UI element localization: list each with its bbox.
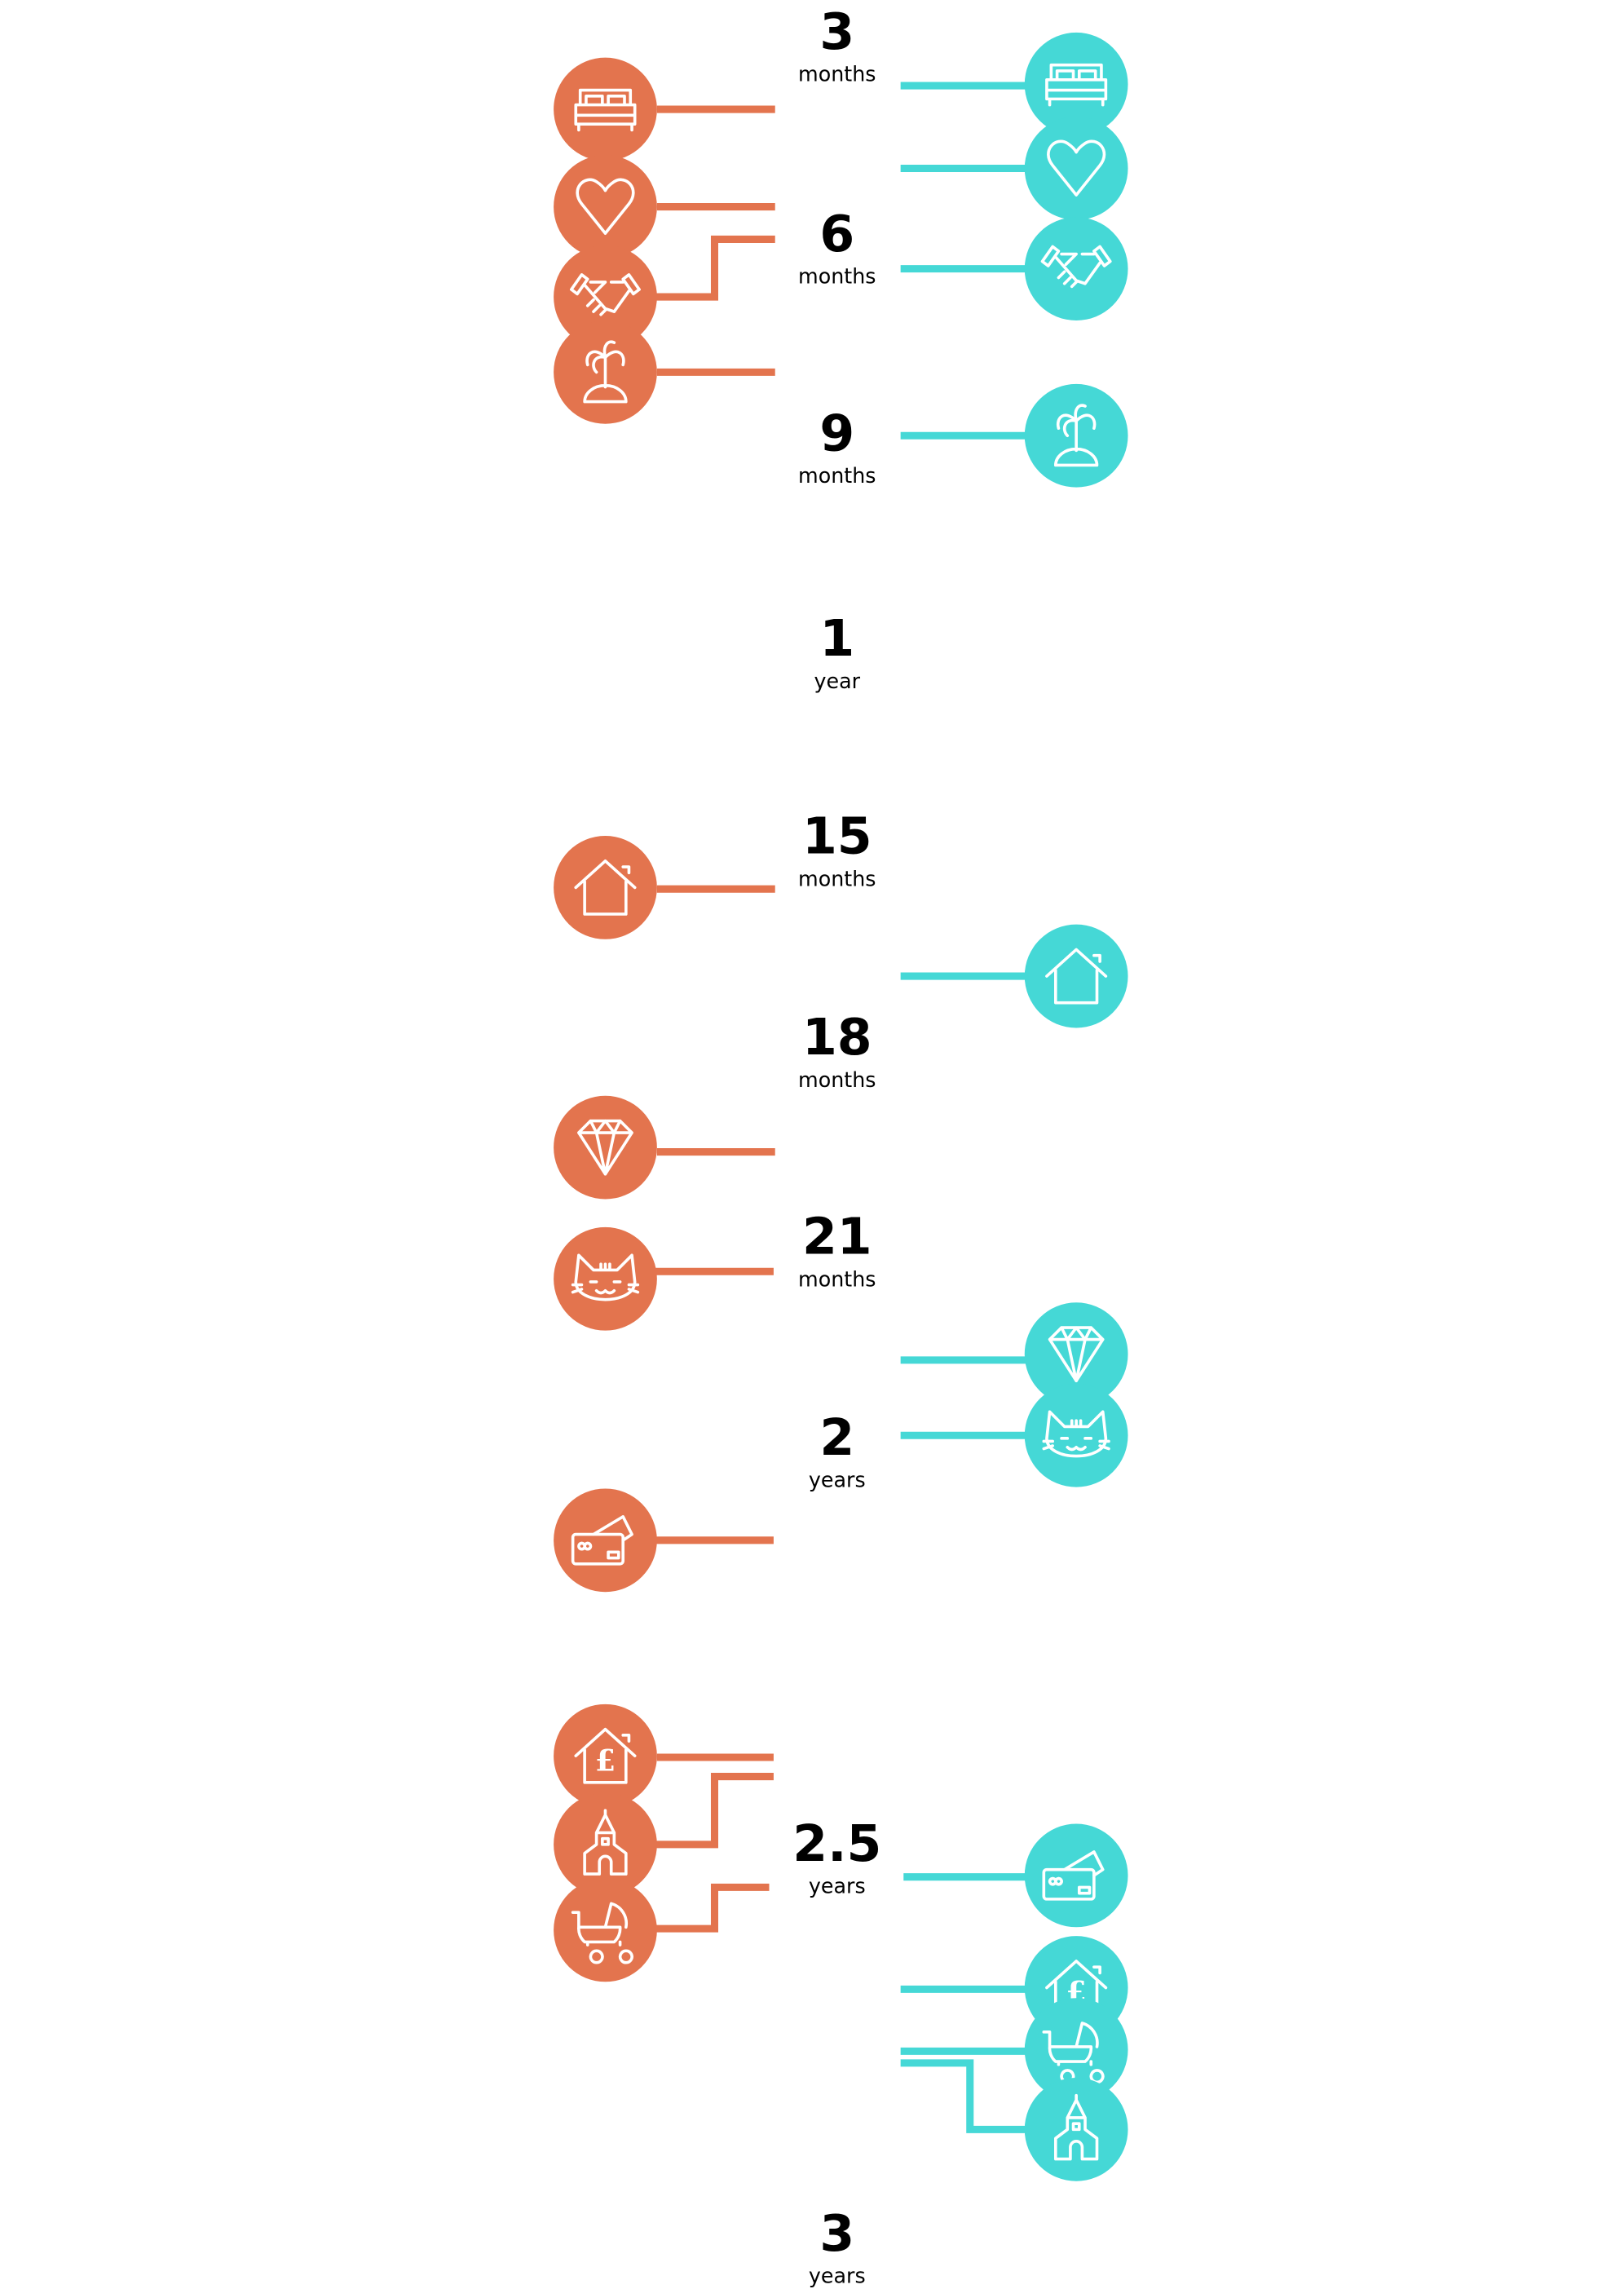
timeline-unit: months: [798, 264, 876, 289]
left-event-circle: [554, 245, 657, 349]
cat-icon: [571, 1253, 640, 1301]
left-connector-line: [649, 1883, 770, 1933]
timeline-value: 18: [802, 1008, 872, 1067]
diamond-icon: [1048, 1326, 1105, 1383]
pram-icon: [571, 1902, 633, 1964]
timeline-value: 21: [802, 1208, 872, 1266]
left-event-circle: [554, 1703, 657, 1808]
timeline-unit: months: [798, 463, 876, 488]
right-event-circle: [1024, 117, 1128, 220]
handshake-icon: [570, 273, 641, 316]
timeline-value: 6: [819, 205, 854, 263]
right-event-house: [1024, 924, 1128, 1028]
timeline-value: 2: [819, 1408, 854, 1467]
left-event-circle: [554, 1488, 657, 1593]
left-event-bed: [554, 57, 657, 161]
left-connector-line: [649, 235, 775, 301]
left-event-handshake: [554, 245, 657, 349]
timeline-value: 9: [819, 404, 854, 462]
timeline-unit: months: [798, 62, 876, 86]
left-event-house: [554, 836, 657, 939]
left-event-circle: [554, 1095, 657, 1200]
right-event-circle: [1024, 217, 1128, 321]
left-event-circle: [554, 155, 657, 259]
left-connector-line: [649, 1773, 774, 1849]
bed-icon: [574, 88, 637, 132]
timeline-labels: 3 months 6 months 9 months 1 year 15 mon…: [792, 2, 881, 2288]
right-event-heart: [1024, 117, 1128, 220]
left-event-circle: [554, 836, 657, 939]
timeline-value: 2.5: [792, 1814, 881, 1873]
heart-icon: [1047, 139, 1106, 197]
house-icon: [1045, 948, 1108, 1005]
left-event-circle: [554, 1226, 657, 1331]
left-event-circle: [554, 1878, 657, 1982]
timeline-unit: year: [814, 669, 861, 693]
left-event-heart: [554, 155, 657, 259]
right-event-handshake: [1024, 217, 1128, 321]
right-event-cat: [1024, 1383, 1128, 1487]
right-event-church: [1024, 2077, 1128, 2181]
left-event-diamond: [554, 1095, 657, 1200]
right-event-credit-card: [1024, 1823, 1128, 1928]
right-event-circle: [1024, 32, 1128, 136]
house-icon: [574, 859, 637, 916]
timeline-value: 1: [819, 609, 854, 668]
left-event-house-pound: £: [554, 1703, 657, 1808]
timeline-value: 3: [819, 2, 854, 61]
heart-icon: [576, 178, 635, 235]
house-pound-icon: [574, 1727, 637, 1784]
right-event-circle: [1024, 1823, 1128, 1928]
timeline-value: 15: [802, 807, 872, 866]
right-event-circle: [1024, 1302, 1128, 1407]
left-event-palm-island: [554, 320, 657, 424]
pound-sign: £: [595, 1743, 616, 1778]
timeline-value: 3: [819, 2204, 854, 2263]
connector-lines: [649, 82, 1034, 2133]
church-icon: [583, 1809, 628, 1876]
left-event-church: [554, 1792, 657, 1897]
palm-island-icon: [1053, 404, 1099, 467]
handshake-icon: [1040, 245, 1112, 289]
church-icon: [1053, 2093, 1099, 2161]
right-event-circle: [1024, 1383, 1128, 1487]
timeline-unit: years: [809, 2264, 866, 2288]
right-event-diamond: [1024, 1302, 1128, 1407]
right-connector-line: [900, 2059, 1034, 2133]
timeline-unit: months: [798, 867, 876, 891]
timeline-unit: months: [798, 1266, 876, 1291]
right-event-palm-island: [1024, 383, 1128, 488]
timeline-unit: years: [809, 1468, 866, 1492]
left-event-circle: [554, 57, 657, 161]
diamond-icon: [577, 1119, 633, 1176]
palm-island-icon: [583, 340, 628, 404]
timeline-unit: years: [809, 1874, 866, 1898]
left-event-credit-card: [554, 1488, 657, 1593]
timeline-unit: months: [798, 1067, 876, 1092]
bed-icon: [1045, 63, 1108, 107]
left-event-pram: [554, 1878, 657, 1982]
right-event-circle: [1024, 924, 1128, 1028]
left-event-cat: [554, 1226, 657, 1331]
right-event-pram: [1024, 1998, 1128, 2101]
cat-icon: [1042, 1410, 1110, 1458]
event-circles: ££: [554, 32, 1128, 2181]
credit-card-icon: [571, 1515, 633, 1566]
pram-icon: [1042, 2022, 1105, 2084]
credit-card-icon: [1042, 1850, 1105, 1901]
right-event-bed: [1024, 32, 1128, 136]
